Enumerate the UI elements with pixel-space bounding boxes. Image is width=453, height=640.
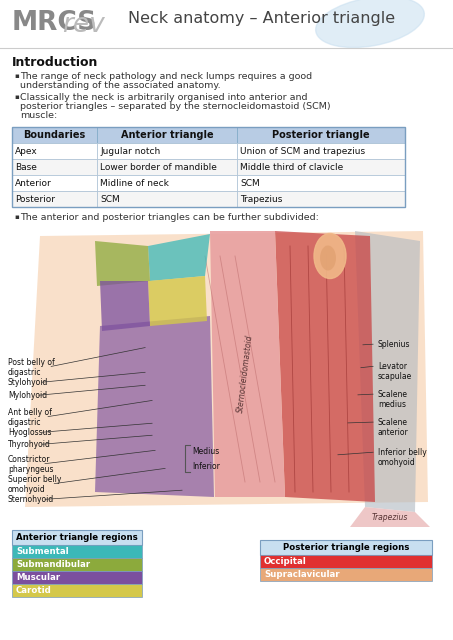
Text: Posterior triangle: Posterior triangle xyxy=(272,130,370,140)
Ellipse shape xyxy=(314,234,346,278)
Text: Trapezius: Trapezius xyxy=(372,513,408,522)
Text: MRCS: MRCS xyxy=(12,10,97,36)
Text: Superior belly
omohyoid: Superior belly omohyoid xyxy=(8,475,61,494)
Text: Anterior: Anterior xyxy=(15,179,52,188)
Ellipse shape xyxy=(320,246,336,271)
Text: Carotid: Carotid xyxy=(16,586,52,595)
Bar xyxy=(12,175,97,191)
Bar xyxy=(12,159,97,175)
Text: Sternohyoid: Sternohyoid xyxy=(8,495,54,504)
Polygon shape xyxy=(25,231,428,507)
Text: Anterior triangle regions: Anterior triangle regions xyxy=(16,533,138,542)
Text: The anterior and posterior triangles can be further subdivided:: The anterior and posterior triangles can… xyxy=(20,213,319,222)
Bar xyxy=(237,175,405,191)
Text: ▪: ▪ xyxy=(14,214,19,220)
Bar xyxy=(97,175,237,191)
Text: ▪: ▪ xyxy=(14,94,19,100)
Text: Thyrohyoid: Thyrohyoid xyxy=(8,440,51,449)
Bar xyxy=(97,159,237,175)
Text: understanding of the associated anatomy.: understanding of the associated anatomy. xyxy=(20,81,221,90)
Text: posterior triangles – separated by the sternocleidomastoid (SCM): posterior triangles – separated by the s… xyxy=(20,102,331,111)
Bar xyxy=(12,191,97,207)
Text: Lower border of mandible: Lower border of mandible xyxy=(100,163,217,172)
Bar xyxy=(97,143,237,159)
Text: Splenius: Splenius xyxy=(378,340,410,349)
Polygon shape xyxy=(95,241,150,286)
Text: Inferior: Inferior xyxy=(192,462,220,471)
Bar xyxy=(260,540,432,555)
Text: Jugular notch: Jugular notch xyxy=(100,147,160,156)
Ellipse shape xyxy=(316,0,424,47)
Text: Base: Base xyxy=(15,163,37,172)
Polygon shape xyxy=(148,276,207,326)
Text: Ant belly of
digastric: Ant belly of digastric xyxy=(8,408,52,428)
Bar xyxy=(12,127,97,143)
Bar xyxy=(12,143,97,159)
Bar xyxy=(97,127,237,143)
Polygon shape xyxy=(350,507,430,527)
Polygon shape xyxy=(95,316,214,497)
Text: Levator
scapulae: Levator scapulae xyxy=(378,362,412,381)
Text: Mylohyoid: Mylohyoid xyxy=(8,391,47,400)
Polygon shape xyxy=(275,231,375,502)
Text: SCM: SCM xyxy=(240,179,260,188)
Polygon shape xyxy=(100,281,150,331)
Text: Introduction: Introduction xyxy=(12,56,98,69)
Text: Post belly of
digastric: Post belly of digastric xyxy=(8,358,55,378)
Text: Posterior: Posterior xyxy=(15,195,55,204)
Text: Boundaries: Boundaries xyxy=(24,130,86,140)
Text: Sternocleidomastoid: Sternocleidomastoid xyxy=(236,335,254,413)
Text: Middle third of clavicle: Middle third of clavicle xyxy=(240,163,343,172)
Text: Posterior triangle regions: Posterior triangle regions xyxy=(283,543,409,552)
Text: Scalene
medius: Scalene medius xyxy=(378,390,408,410)
Bar xyxy=(12,127,405,207)
Text: Neck anatomy – Anterior triangle: Neck anatomy – Anterior triangle xyxy=(128,11,395,26)
Polygon shape xyxy=(210,231,285,497)
Bar xyxy=(97,191,237,207)
Bar xyxy=(237,127,405,143)
Text: rev: rev xyxy=(62,12,105,38)
Bar xyxy=(12,558,142,571)
Text: Anterior triangle: Anterior triangle xyxy=(120,130,213,140)
Text: ▪: ▪ xyxy=(14,73,19,79)
Bar xyxy=(12,545,142,558)
Text: Apex: Apex xyxy=(15,147,38,156)
Text: Union of SCM and trapezius: Union of SCM and trapezius xyxy=(240,147,365,156)
Text: Constrictor
pharyngeus: Constrictor pharyngeus xyxy=(8,455,53,474)
Bar xyxy=(12,530,142,545)
Bar xyxy=(237,191,405,207)
Text: Muscular: Muscular xyxy=(16,573,60,582)
Bar xyxy=(260,555,432,568)
Text: Stylohyoid: Stylohyoid xyxy=(8,378,48,387)
Text: Occipital: Occipital xyxy=(264,557,307,566)
Text: Hyoglossus: Hyoglossus xyxy=(8,428,52,437)
Text: The range of neck pathology and neck lumps requires a good: The range of neck pathology and neck lum… xyxy=(20,72,312,81)
Text: Submandibular: Submandibular xyxy=(16,560,90,569)
Bar xyxy=(237,143,405,159)
Text: Submental: Submental xyxy=(16,547,68,556)
Text: SCM: SCM xyxy=(100,195,120,204)
Polygon shape xyxy=(148,234,210,281)
Text: Trapezius: Trapezius xyxy=(240,195,282,204)
Bar xyxy=(260,568,432,581)
Polygon shape xyxy=(355,231,420,512)
Bar xyxy=(12,584,142,597)
Text: muscle:: muscle: xyxy=(20,111,57,120)
Text: Inferior belly
omohyoid: Inferior belly omohyoid xyxy=(378,448,427,467)
Text: Medius: Medius xyxy=(192,447,219,456)
Text: Scalene
anterior: Scalene anterior xyxy=(378,418,409,437)
Text: Supraclavicular: Supraclavicular xyxy=(264,570,340,579)
Text: Classically the neck is arbitrarily organised into anterior and: Classically the neck is arbitrarily orga… xyxy=(20,93,308,102)
Text: Midline of neck: Midline of neck xyxy=(100,179,169,188)
Bar xyxy=(12,571,142,584)
Bar xyxy=(237,159,405,175)
